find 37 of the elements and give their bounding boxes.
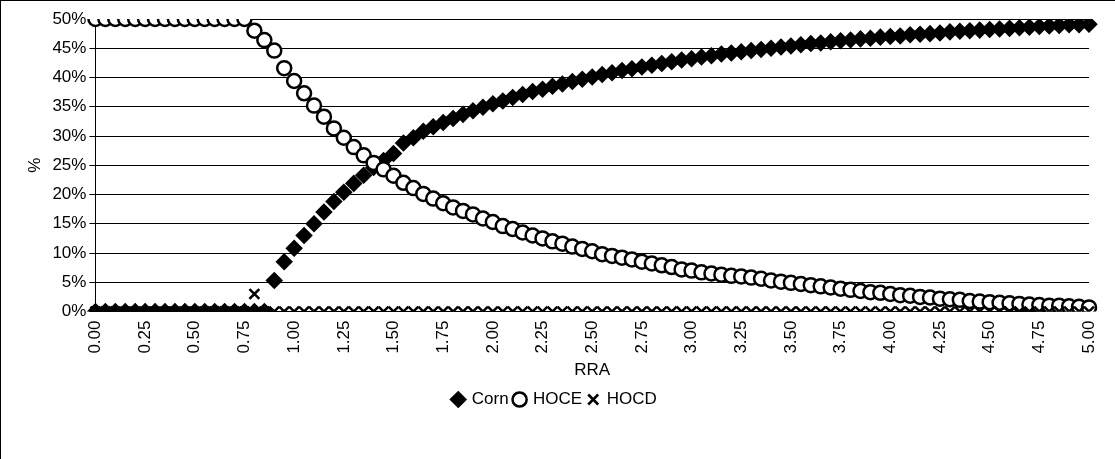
x-tick-label: 3.00 (681, 320, 701, 354)
x-tick-label: 1.50 (383, 320, 403, 354)
x-tick-label: 2.75 (631, 320, 651, 354)
x-axis-title: RRA (574, 360, 611, 380)
x-tick-label: 2.25 (532, 320, 552, 354)
x-tick-label: 4.50 (979, 320, 999, 354)
legend-label: HOCE (533, 389, 583, 409)
legend-label: HOCD (606, 389, 657, 409)
x-tick-label: 4.75 (1029, 320, 1049, 354)
y-tick-label: 30% (52, 125, 87, 145)
x-tick-label: 1.25 (333, 320, 353, 354)
y-tick-label: 40% (52, 67, 87, 87)
legend-label: Corn (471, 389, 509, 409)
x-tick-label: 4.00 (879, 320, 899, 354)
y-tick-label: 15% (52, 213, 87, 233)
x-tick-label: 3.75 (830, 320, 850, 354)
x-tick-label: 3.25 (730, 320, 750, 354)
y-tick-label: 45% (52, 37, 87, 57)
y-tick-label: 5% (61, 271, 87, 291)
x-tick-label: 0.50 (184, 320, 204, 354)
x-tick-label: 2.50 (581, 320, 601, 354)
y-tick-label: 10% (52, 242, 87, 262)
x-tick-label: 1.00 (283, 320, 303, 354)
x-tick-label: 0.75 (234, 320, 254, 354)
x-tick-label: 2.00 (482, 320, 502, 354)
x-tick-label: 5.00 (1078, 320, 1098, 354)
y-axis-title: % (24, 157, 44, 173)
y-tick-label: 50% (52, 8, 87, 28)
x-tick-label: 0.00 (85, 320, 105, 354)
y-tick-label: 25% (52, 154, 87, 174)
y-tick-label: 20% (52, 184, 87, 204)
y-tick-label: 35% (52, 96, 87, 116)
y-tick-label: 0% (61, 301, 87, 321)
x-tick-label: 3.50 (780, 320, 800, 354)
x-tick-label: 0.25 (134, 320, 154, 354)
x-tick-label: 1.75 (432, 320, 452, 354)
x-tick-label: 4.25 (929, 320, 949, 354)
